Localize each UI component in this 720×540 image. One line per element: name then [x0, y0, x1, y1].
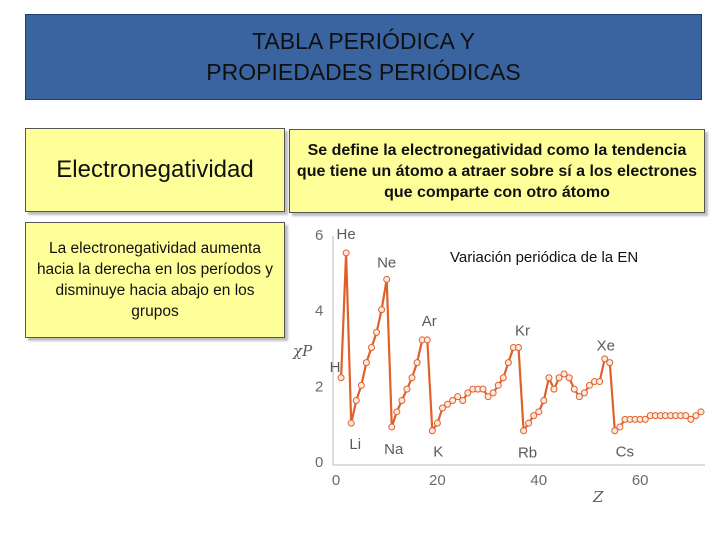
data-point — [444, 400, 452, 408]
element-label: Xe — [597, 338, 615, 355]
element-label: He — [337, 226, 356, 243]
definition-box: Se define la electronegatividad como la … — [289, 129, 705, 213]
data-point — [520, 427, 528, 435]
data-point — [352, 396, 360, 404]
data-point — [494, 381, 502, 389]
electronegativity-heading-box: Electronegatividad — [25, 128, 285, 212]
data-point — [459, 396, 467, 404]
data-point — [682, 412, 690, 420]
data-point — [585, 381, 593, 389]
data-point — [362, 359, 370, 367]
data-point — [373, 328, 381, 336]
data-point — [535, 408, 543, 416]
y-tick-label: 6 — [315, 227, 323, 244]
data-point — [692, 412, 700, 420]
element-label: H — [330, 359, 341, 376]
data-point — [611, 427, 619, 435]
data-point — [601, 355, 609, 363]
data-point — [555, 374, 563, 382]
y-tick-label: 4 — [315, 303, 323, 320]
data-point — [504, 359, 512, 367]
data-point — [388, 423, 396, 431]
data-point — [641, 415, 649, 423]
data-point — [428, 427, 436, 435]
data-point — [616, 423, 624, 431]
element-label: Rb — [518, 445, 537, 462]
series-line — [340, 252, 702, 435]
data-point — [540, 396, 548, 404]
electronegativity-heading: Electronegatividad — [56, 156, 254, 183]
y-tick-label: 2 — [315, 378, 323, 395]
data-point — [383, 275, 391, 283]
trend-text: La electronegatividad aumenta hacia la d… — [36, 240, 274, 320]
x-tick-label: 60 — [632, 472, 649, 489]
data-point — [408, 374, 416, 382]
data-point — [357, 381, 365, 389]
data-point — [413, 359, 421, 367]
y-tick-label: 0 — [315, 454, 323, 471]
data-point — [545, 374, 553, 382]
data-point — [479, 385, 487, 393]
data-point — [499, 374, 507, 382]
data-point — [464, 389, 472, 397]
data-point — [433, 419, 441, 427]
data-point — [596, 378, 604, 386]
data-point — [575, 393, 583, 401]
x-axis-label: Z — [592, 488, 604, 506]
title-line-2: PROPIEDADES PERIÓDICAS — [206, 59, 521, 85]
data-point — [697, 408, 705, 416]
data-point — [550, 385, 558, 393]
element-label: K — [433, 444, 443, 461]
data-point — [570, 385, 578, 393]
x-tick-label: 20 — [429, 472, 446, 489]
x-tick-label: 0 — [332, 472, 340, 489]
data-point — [378, 306, 386, 314]
data-point — [580, 389, 588, 397]
y-axis-label: χP — [292, 342, 313, 360]
data-point — [337, 374, 345, 382]
data-point — [347, 419, 355, 427]
data-point — [565, 374, 573, 382]
data-point — [398, 396, 406, 404]
data-point — [438, 404, 446, 412]
element-label: Kr — [515, 323, 530, 340]
data-point — [530, 412, 538, 420]
element-label: Na — [384, 441, 404, 458]
data-point — [515, 344, 522, 351]
trend-box: La electronegatividad aumenta hacia la d… — [25, 222, 285, 338]
data-point — [525, 419, 533, 427]
data-point — [403, 385, 411, 393]
data-point — [489, 389, 497, 397]
data-point — [449, 396, 457, 404]
data-point — [393, 408, 401, 416]
title-banner: TABLA PERIÓDICA Y PROPIEDADES PERIÓDICAS — [25, 14, 702, 100]
data-point — [367, 344, 375, 351]
data-point — [606, 359, 614, 367]
element-label: Li — [349, 436, 361, 453]
data-point — [342, 249, 350, 257]
title-line-1: TABLA PERIÓDICA Y — [252, 28, 475, 54]
element-label: Ne — [377, 254, 396, 271]
x-tick-label: 40 — [530, 472, 547, 489]
definition-text: Se define la electronegatividad como la … — [296, 141, 698, 201]
element-label: Cs — [616, 444, 634, 461]
data-point — [454, 393, 462, 401]
data-point — [687, 415, 695, 423]
element-label: Ar — [422, 313, 437, 330]
data-point — [484, 393, 492, 401]
data-point — [560, 370, 568, 378]
chart-caption: Variación periódica de la EN — [450, 249, 639, 266]
data-point — [423, 336, 431, 344]
